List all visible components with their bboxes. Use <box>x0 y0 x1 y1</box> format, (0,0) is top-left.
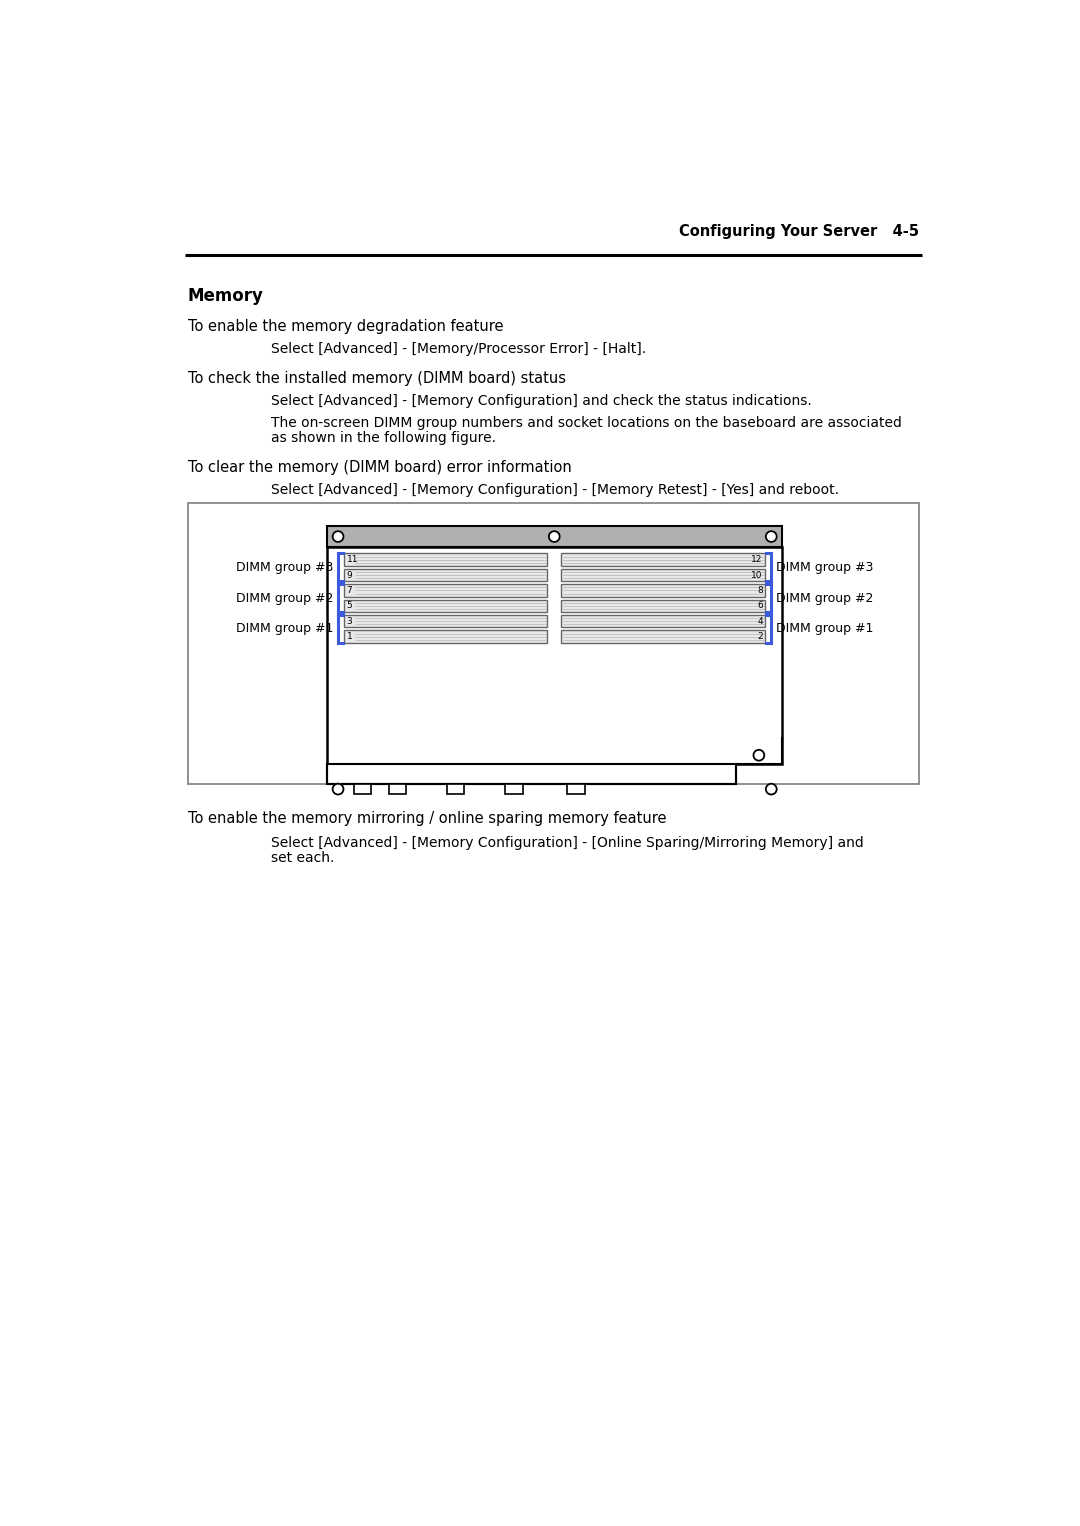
Text: 4: 4 <box>757 617 762 626</box>
Bar <box>562 569 765 581</box>
Text: 8: 8 <box>757 586 762 595</box>
Bar <box>567 784 584 795</box>
Bar <box>327 548 782 765</box>
Text: 7: 7 <box>347 586 352 595</box>
Text: 6: 6 <box>757 601 762 610</box>
Text: To enable the memory degradation feature: To enable the memory degradation feature <box>188 319 503 334</box>
Bar <box>562 615 765 627</box>
Text: DIMM group #2: DIMM group #2 <box>775 592 874 604</box>
Circle shape <box>549 531 559 542</box>
Text: 11: 11 <box>347 555 359 565</box>
Text: Configuring Your Server   4-5: Configuring Your Server 4-5 <box>679 224 919 238</box>
Bar <box>562 630 765 642</box>
Text: DIMM group #3: DIMM group #3 <box>775 562 874 574</box>
Text: The on-screen DIMM group numbers and socket locations on the baseboard are assoc: The on-screen DIMM group numbers and soc… <box>271 415 902 430</box>
Bar <box>327 765 735 784</box>
Bar <box>345 554 548 566</box>
Text: as shown in the following figure.: as shown in the following figure. <box>271 430 496 446</box>
Bar <box>188 504 919 784</box>
Circle shape <box>333 531 343 542</box>
Bar <box>345 584 548 597</box>
Text: 5: 5 <box>347 601 352 610</box>
Circle shape <box>766 784 777 795</box>
Bar <box>327 526 782 548</box>
Text: DIMM group #2: DIMM group #2 <box>237 592 334 604</box>
Circle shape <box>766 531 777 542</box>
Text: Select [Advanced] - [Memory Configuration] and check the status indications.: Select [Advanced] - [Memory Configuratio… <box>271 394 811 407</box>
Bar <box>345 600 548 612</box>
Text: To clear the memory (DIMM board) error information: To clear the memory (DIMM board) error i… <box>188 461 571 475</box>
Bar <box>345 615 548 627</box>
Bar <box>345 569 548 581</box>
Bar <box>505 784 523 795</box>
Bar <box>562 584 765 597</box>
Bar <box>345 630 548 642</box>
Text: Select [Advanced] - [Memory Configuration] - [Online Sparing/Mirroring Memory] a: Select [Advanced] - [Memory Configuratio… <box>271 836 863 850</box>
Bar <box>354 784 372 795</box>
Text: DIMM group #3: DIMM group #3 <box>237 562 334 574</box>
Text: Select [Advanced] - [Memory Configuration] - [Memory Retest] - [Yes] and reboot.: Select [Advanced] - [Memory Configuratio… <box>271 484 839 497</box>
Bar <box>562 554 765 566</box>
Text: Select [Advanced] - [Memory/Processor Error] - [Halt].: Select [Advanced] - [Memory/Processor Er… <box>271 342 646 356</box>
Text: To check the installed memory (DIMM board) status: To check the installed memory (DIMM boar… <box>188 371 566 386</box>
Circle shape <box>333 784 343 795</box>
Text: 1: 1 <box>347 632 352 641</box>
Circle shape <box>754 749 765 760</box>
Text: To enable the memory mirroring / online sparing memory feature: To enable the memory mirroring / online … <box>188 810 666 826</box>
Text: set each.: set each. <box>271 852 334 865</box>
Bar <box>389 784 406 795</box>
Text: 3: 3 <box>347 617 352 626</box>
Text: Memory: Memory <box>188 287 264 305</box>
Text: DIMM group #1: DIMM group #1 <box>775 623 874 635</box>
Text: DIMM group #1: DIMM group #1 <box>237 623 334 635</box>
Text: 2: 2 <box>757 632 762 641</box>
Text: 9: 9 <box>347 571 352 580</box>
Text: 10: 10 <box>752 571 762 580</box>
Bar <box>562 600 765 612</box>
Text: 12: 12 <box>752 555 762 565</box>
Bar <box>447 784 464 795</box>
